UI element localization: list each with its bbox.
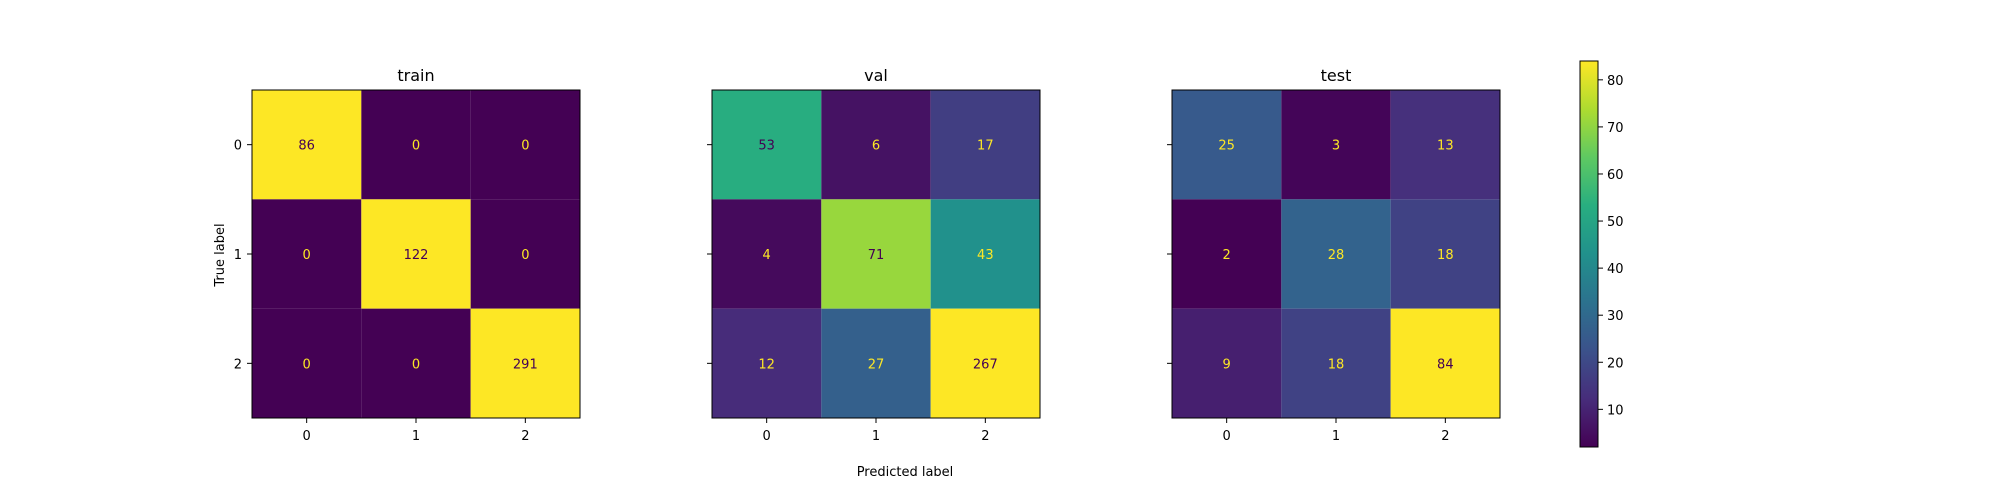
- colorbar-tick-label: 40: [1607, 262, 1624, 277]
- x-tick-label: 0: [1223, 429, 1231, 444]
- cell-test-2-0: [1172, 308, 1282, 418]
- cell-value-label: 53: [758, 139, 775, 154]
- cell-val-0-2: [930, 90, 1040, 200]
- cell-value-label: 291: [513, 357, 538, 372]
- x-tick-label: 2: [521, 429, 529, 444]
- cell-val-1-1: [821, 199, 931, 309]
- cell-value-label: 6: [872, 139, 880, 154]
- cell-value-label: 2: [1223, 248, 1231, 263]
- colorbar-gradient: [1580, 61, 1598, 447]
- panel-title: test: [1321, 66, 1352, 85]
- cell-val-2-0: [712, 308, 822, 418]
- colorbar-tick-label: 50: [1607, 215, 1624, 230]
- cell-test-1-0: [1172, 199, 1282, 309]
- cell-value-label: 25: [1218, 139, 1235, 154]
- cell-value-label: 18: [1328, 357, 1345, 372]
- x-tick-label: 0: [763, 429, 771, 444]
- cell-value-label: 0: [303, 357, 311, 372]
- cell-value-label: 12: [758, 357, 775, 372]
- cell-val-2-2: [930, 308, 1040, 418]
- cell-val-1-2: [930, 199, 1040, 309]
- cell-train-1-0: [252, 199, 362, 309]
- y-tick-label: 2: [234, 357, 242, 372]
- cell-value-label: 86: [298, 139, 315, 154]
- cell-test-1-2: [1390, 199, 1500, 309]
- cell-value-label: 0: [521, 248, 529, 263]
- cell-train-2-2: [470, 308, 580, 418]
- panel-title: val: [864, 66, 888, 85]
- cell-train-0-2: [470, 90, 580, 200]
- cell-value-label: 3: [1332, 139, 1340, 154]
- x-axis-label: Predicted label: [857, 465, 954, 480]
- x-tick-label: 2: [981, 429, 989, 444]
- cell-train-0-0: [252, 90, 362, 200]
- cell-value-label: 84: [1437, 357, 1454, 372]
- x-tick-label: 1: [872, 429, 880, 444]
- cell-val-0-0: [712, 90, 822, 200]
- panel-title: train: [397, 66, 434, 85]
- colorbar: 10 20 30 40 50 60 70 80: [1579, 60, 1624, 448]
- colorbar-tick-label: 30: [1607, 309, 1624, 324]
- colorbar-frame: [1579, 60, 1599, 448]
- cell-value-label: 13: [1437, 139, 1454, 154]
- cell-value-label: 122: [404, 248, 429, 263]
- cell-value-label: 71: [868, 248, 885, 263]
- cell-value-label: 0: [303, 248, 311, 263]
- cell-test-0-0: [1172, 90, 1282, 200]
- cell-value-label: 17: [977, 139, 994, 154]
- cell-value-label: 0: [412, 139, 420, 154]
- x-tick-label: 0: [303, 429, 311, 444]
- colorbar-tick-label: 80: [1607, 74, 1624, 89]
- x-tick-label: 1: [412, 429, 420, 444]
- colorbar-tick-label: 70: [1607, 121, 1624, 136]
- cell-train-2-0: [252, 308, 362, 418]
- cell-test-0-2: [1390, 90, 1500, 200]
- cell-value-label: 0: [412, 357, 420, 372]
- panel-test: 25 3 13 2 28 18 9 18 84 test 0 1 2: [1167, 66, 1501, 444]
- panel-train: 86 0 0 0 122 0 0 0 291 train 0 1 2 0 1 2: [234, 66, 581, 444]
- cell-train-0-1: [361, 90, 471, 200]
- colorbar-tick-label: 20: [1607, 356, 1624, 371]
- cell-test-0-1: [1281, 90, 1391, 200]
- cell-value-label: 18: [1437, 248, 1454, 263]
- colorbar-tick-label: 10: [1607, 403, 1624, 418]
- cell-val-1-0: [712, 199, 822, 309]
- cell-value-label: 4: [763, 248, 771, 263]
- y-axis-label: True label: [213, 223, 228, 287]
- cell-train-2-1: [361, 308, 471, 418]
- x-tick-label: 1: [1332, 429, 1340, 444]
- y-tick-label: 0: [234, 139, 242, 154]
- cell-train-1-2: [470, 199, 580, 309]
- cell-value-label: 0: [521, 139, 529, 154]
- cell-test-2-2: [1390, 308, 1500, 418]
- cell-value-label: 43: [977, 248, 994, 263]
- cell-value-label: 267: [973, 357, 998, 372]
- cell-test-1-1: [1281, 199, 1391, 309]
- colorbar-tick-label: 60: [1607, 168, 1624, 183]
- cell-val-2-1: [821, 308, 931, 418]
- cell-value-label: 27: [868, 357, 885, 372]
- y-tick-label: 1: [234, 248, 242, 263]
- cell-train-1-1: [361, 199, 471, 309]
- cell-val-0-1: [821, 90, 931, 200]
- x-tick-label: 2: [1441, 429, 1449, 444]
- cell-value-label: 9: [1223, 357, 1231, 372]
- cell-test-2-1: [1281, 308, 1391, 418]
- cell-value-label: 28: [1328, 248, 1345, 263]
